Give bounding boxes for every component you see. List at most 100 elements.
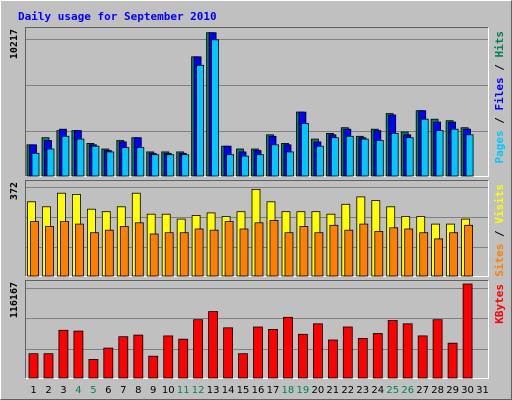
x-tick-label: 1 (30, 385, 36, 396)
usage-panel-bar-pages (241, 155, 249, 177)
usage-panel-bar-pages (226, 154, 235, 177)
usage-panel-bar-pages (390, 132, 399, 177)
visits-panel-bar-sites (344, 229, 354, 277)
chart-panels: 10217 Pages / Files / Hits 372 Sites / Visi… (9, 27, 506, 379)
usage-panel-bar-pages (256, 154, 264, 177)
usage-panel-bar-pages (360, 138, 369, 177)
x-tick-label: 3 (60, 385, 66, 396)
visits-panel-bar-sites (75, 223, 84, 277)
x-tick-label: 8 (135, 385, 141, 396)
visits-panel-bar-sites (164, 232, 174, 277)
kbytes-panel-bar-kbytes (148, 355, 159, 379)
x-tick-label: 22 (341, 385, 354, 396)
usage-panel-bar-pages (181, 154, 190, 177)
visits-panel-bar-sites (299, 226, 309, 277)
usage-panel-bar-pages (106, 151, 115, 177)
legend-pages: Pages (493, 130, 506, 163)
visits-panel-bar-sites (239, 228, 249, 277)
x-tick-label: 13 (207, 385, 220, 396)
x-tick-label: 30 (461, 385, 474, 396)
usage-panel-bar-pages (300, 123, 309, 177)
kbytes-panel-bar-kbytes (372, 333, 383, 379)
visits-panel-bar-sites (449, 232, 459, 277)
visits-panel-bar-sites (434, 238, 444, 277)
visits-panel-bar-sites (254, 222, 264, 277)
usage-panel-bar-pages (76, 138, 85, 177)
x-tick-label: 14 (222, 385, 235, 396)
usage-panel-bar-pages (136, 147, 145, 177)
x-tick-label: 16 (252, 385, 265, 396)
usage-panel-bar-pages (405, 137, 414, 177)
visits-panel-bar-sites (224, 221, 234, 277)
visits-panel-bar-sites (329, 224, 339, 277)
legend-sites: Sites (493, 244, 506, 277)
kbytes-panel-bar-kbytes (223, 327, 234, 379)
visits-panel-bar-sites (194, 228, 204, 277)
visits-panel-bar-sites (30, 221, 39, 277)
x-tick-label: 21 (326, 385, 339, 396)
kbytes-panel-bar-kbytes (312, 323, 323, 379)
kbytes-panel-bar-kbytes (43, 353, 54, 379)
usage-panel-bar-pages (286, 151, 294, 177)
visits-panel-bar-sites (149, 233, 159, 277)
visits-panel-bar-sites (60, 221, 69, 277)
x-tick-label: 27 (416, 385, 429, 396)
kbytes-panel-bar-kbytes (103, 347, 114, 379)
x-tick-label: 19 (297, 385, 310, 396)
visits-panel-bar-sites (314, 232, 324, 277)
kbytes-panel-bar-kbytes (402, 323, 413, 379)
legend-kbytes: KBytes (493, 284, 506, 324)
kbytes-panel-bar-kbytes (342, 326, 353, 379)
kbytes-panel-y-max-label: 116167 (9, 282, 20, 318)
kbytes-panel-bar-kbytes (432, 319, 443, 379)
usage-panel-bar-pages (31, 152, 40, 177)
visits-panel-y-max-label: 372 (9, 182, 20, 200)
kbytes-panel-bar-kbytes (447, 342, 458, 379)
usage-panel-bar-pages (121, 147, 130, 177)
kbytes-panel-bar-kbytes (88, 358, 99, 379)
kbytes-panel-bar-kbytes (58, 329, 69, 379)
kbytes-panel-border-dark (25, 280, 489, 379)
usage-panel-bar-pages (196, 64, 205, 177)
usage-panel-bar-pages (91, 145, 100, 177)
legend-visits: Visits (493, 184, 506, 224)
x-tick-label: 23 (356, 385, 369, 396)
x-tick-label: 5 (90, 385, 96, 396)
kbytes-panel-bar-kbytes (462, 283, 473, 379)
x-tick-label: 6 (105, 385, 111, 396)
visits-panel-legend: Sites / Visits (493, 184, 506, 277)
usage-panel-bar-pages (345, 135, 354, 177)
x-tick-label: 25 (386, 385, 399, 396)
kbytes-panel-bar-kbytes (253, 326, 263, 379)
x-tick-label: 7 (120, 385, 126, 396)
x-tick-label: 29 (446, 385, 459, 396)
visits-panel-bar-sites (404, 228, 414, 277)
visits-panel-bar-sites (359, 223, 369, 277)
kbytes-panel-bar-kbytes (193, 319, 204, 379)
usage-panel-bar-pages (271, 144, 279, 177)
usage-panel-bar-pages (211, 39, 220, 177)
visits-panel-bar-sites (389, 227, 399, 277)
visits-panel-bar-sites (45, 226, 54, 277)
kbytes-panel-bar-kbytes (178, 338, 189, 379)
kbytes-panel-bar-kbytes (417, 335, 428, 379)
x-tick-label: 10 (162, 385, 175, 396)
kbytes-panel-bar-kbytes (73, 330, 84, 379)
legend-files: Files (493, 77, 506, 110)
kbytes-panel-border-light (25, 280, 489, 379)
legend-hits: Hits (493, 31, 506, 58)
usage-panel-bar-pages (465, 134, 474, 177)
visits-panel-bar-sites (284, 232, 294, 277)
usage-panel-legend: Pages / Files / Hits (493, 31, 506, 164)
visits-panel-bar-sites (419, 232, 429, 277)
visits-panel-border-dark (25, 180, 489, 277)
kbytes-panel-bar-kbytes (208, 311, 219, 379)
x-tick-label: 31 (476, 385, 489, 396)
visits-panel-border-light (25, 180, 489, 277)
x-tick-label: 15 (237, 385, 250, 396)
kbytes-panel-legend: KBytes (493, 284, 506, 324)
kbytes-panel-bar-kbytes (163, 335, 174, 379)
x-tick-label: 18 (282, 385, 295, 396)
